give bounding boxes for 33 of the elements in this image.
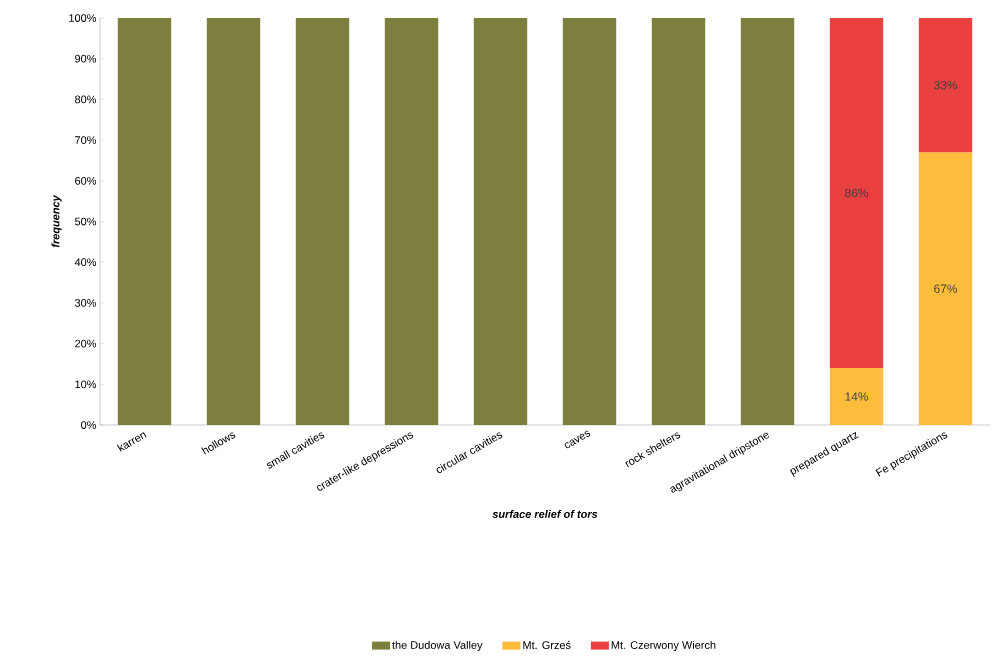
data-label: 14%	[845, 392, 869, 401]
bar	[829, 368, 884, 425]
bar	[918, 152, 973, 425]
legend-label: Mt. Grześ	[523, 640, 571, 650]
legend-label: the Dudowa Valley	[392, 640, 483, 652]
data-label: 86%	[845, 188, 869, 198]
y-axis-title: frequency	[51, 194, 62, 248]
bar	[562, 18, 617, 425]
y-tick-label: 0%	[81, 421, 97, 429]
y-tick-label: 100%	[69, 14, 97, 22]
y-tick-label: 80%	[75, 95, 97, 104]
data-label: 67%	[934, 284, 958, 293]
y-tick-label: 90%	[75, 54, 97, 63]
bar	[473, 18, 528, 425]
bar	[829, 18, 884, 369]
y-tick-label: 10%	[75, 380, 97, 389]
y-tick-label: 60%	[75, 176, 97, 185]
y-tick-label: 40%	[74, 258, 97, 267]
x-axis-title: surface relief of tors	[492, 509, 598, 518]
bar	[651, 18, 706, 425]
y-tick-label: 20%	[75, 339, 97, 348]
bar	[206, 18, 261, 425]
bar	[918, 18, 973, 153]
y-tick-label: 50%	[74, 217, 97, 226]
legend-label: Mt. Czerwony Wierch	[611, 640, 716, 652]
bar	[295, 18, 350, 425]
x-tick-label: caves	[564, 430, 591, 449]
bar	[740, 18, 795, 425]
bar	[384, 18, 439, 425]
y-tick-label: 30%	[74, 299, 97, 307]
y-tick-label: 70%	[75, 136, 97, 144]
data-label: 33%	[934, 80, 958, 90]
bar	[117, 18, 172, 425]
